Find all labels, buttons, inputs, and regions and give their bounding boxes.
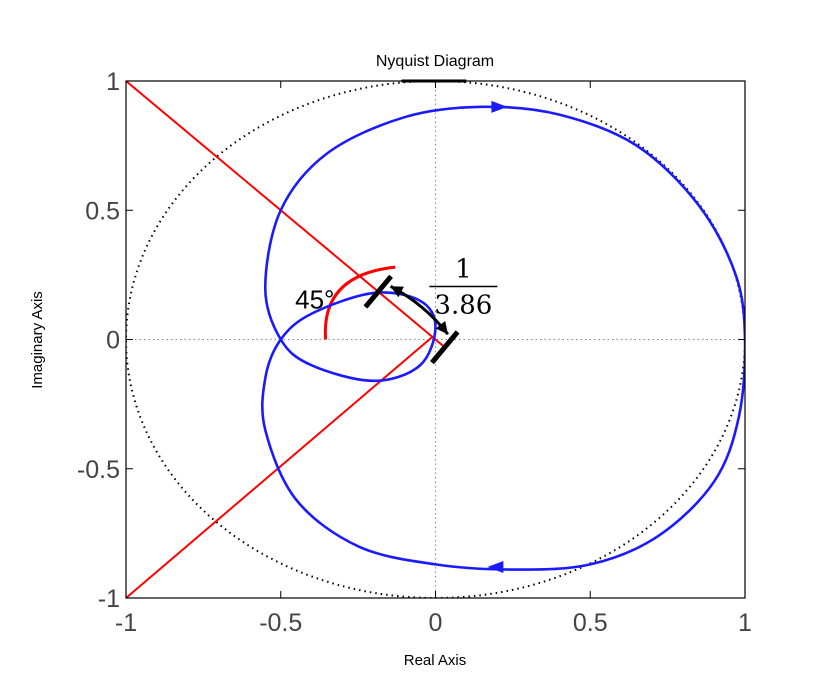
ticks-group: -1 -0.5 0 0.5 1 1 0.5 0 -0.5 -1: [77, 68, 752, 637]
x-tick-label: 1: [738, 609, 752, 637]
x-tick-label: 0: [429, 609, 443, 637]
x-tick-label: -0.5: [259, 609, 302, 637]
chart-title: Nyquist Diagram: [376, 53, 494, 70]
guide-line-1: [126, 81, 446, 349]
distance-fraction-numerator: 1: [455, 254, 472, 284]
zero-gridlines: [126, 81, 745, 598]
x-axis-label: Real Axis: [404, 652, 467, 669]
y-tick-label: 1: [106, 68, 120, 96]
angle-annotation: 45°: [295, 284, 334, 314]
x-tick-label: -1: [115, 609, 137, 637]
y-tick-label: -1: [98, 585, 120, 613]
direction-arrow-1: [491, 100, 508, 113]
distance-arrowhead-end: [435, 321, 448, 335]
distance-tick-start: [363, 274, 393, 309]
distance-tick-end: [430, 330, 460, 365]
distance-arrowhead-start: [390, 286, 404, 298]
plot-area: [126, 81, 745, 598]
y-tick-label: 0: [106, 327, 120, 355]
markers-group: [363, 274, 460, 365]
y-axis-label: Imaginary Axis: [29, 291, 46, 389]
angle-arc: [323, 265, 396, 340]
direction-arrow-2: [487, 560, 504, 573]
y-tick-label: -0.5: [77, 456, 120, 484]
x-tick-label: 0.5: [573, 609, 608, 637]
distance-fraction-denominator: 3.86: [434, 291, 492, 321]
y-tick-label: 0.5: [85, 197, 120, 225]
